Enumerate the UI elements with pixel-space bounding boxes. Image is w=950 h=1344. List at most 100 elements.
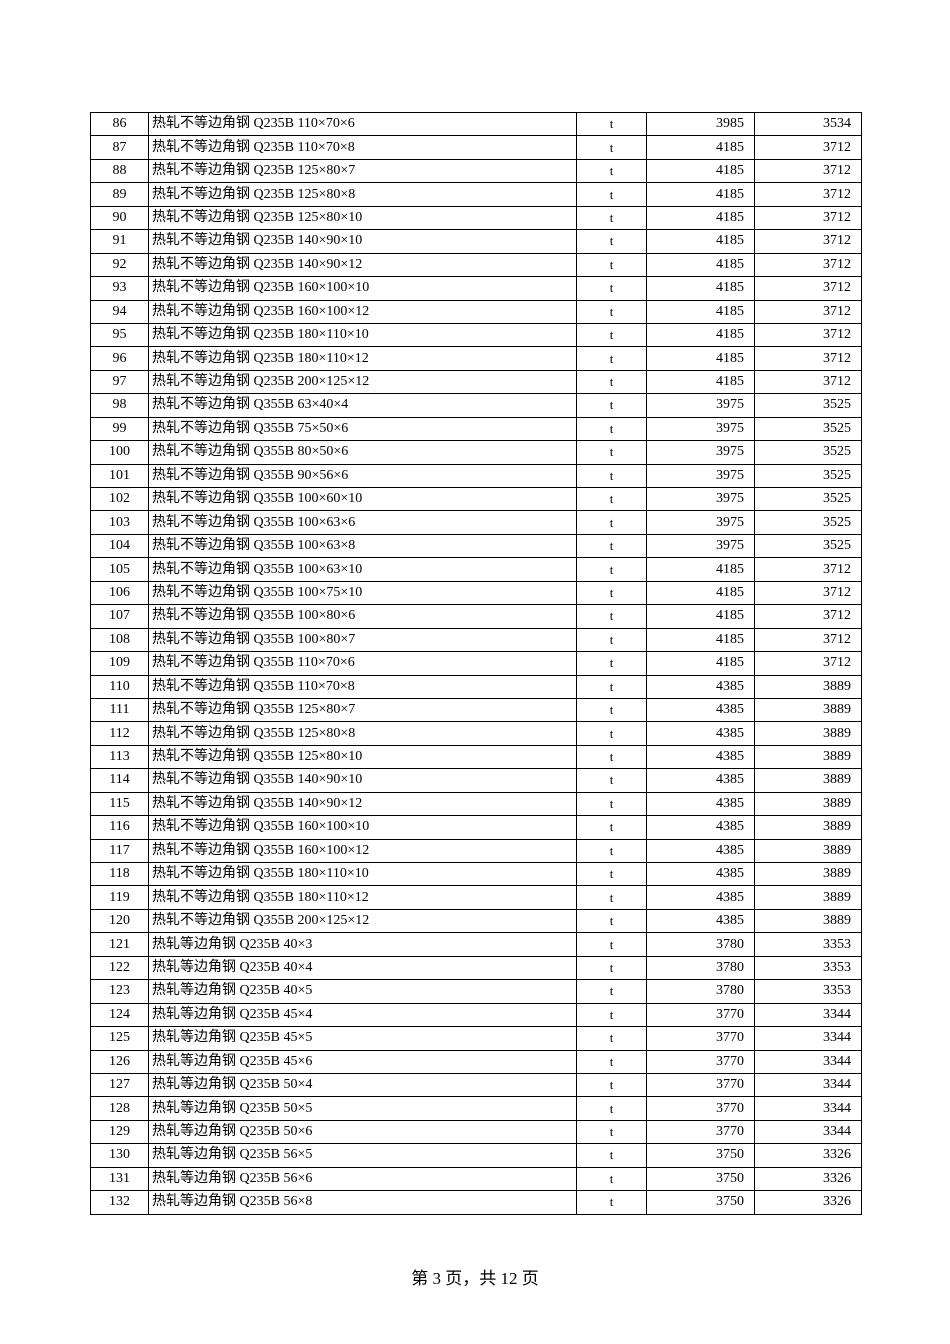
unit-cell: t — [576, 1026, 647, 1051]
unit-cell: t — [576, 416, 647, 442]
unit-cell: t — [576, 533, 647, 559]
table-row: 94 热轧不等边角钢 Q235B 160×100×12 t 4185 3712 — [90, 299, 862, 324]
price-2-cell: 3889 — [754, 838, 862, 864]
price-2-cell: 3344 — [754, 1002, 862, 1028]
table-row: 125 热轧等边角钢 Q235B 45×5 t 3770 3344 — [90, 1026, 862, 1051]
price-1-cell: 3975 — [646, 416, 755, 442]
item-name-cell: 热轧不等边角钢 Q235B 140×90×12 — [148, 252, 577, 278]
item-name-cell: 热轧等边角钢 Q235B 50×6 — [148, 1119, 577, 1145]
row-number-cell: 87 — [90, 135, 149, 160]
price-2-cell: 3712 — [754, 158, 862, 184]
price-1-cell: 3975 — [646, 440, 755, 465]
unit-cell: t — [576, 1119, 647, 1145]
price-2-cell: 3525 — [754, 416, 862, 442]
item-name-cell: 热轧不等边角钢 Q355B 180×110×10 — [148, 861, 577, 887]
item-name-cell: 热轧不等边角钢 Q235B 110×70×6 — [148, 111, 577, 137]
price-table-body: 86 热轧不等边角钢 Q235B 110×70×6 t 3985 3534 87 热轧不等边… — [90, 111, 862, 1215]
row-number-cell: 95 — [90, 322, 149, 348]
table-row: 131 热轧等边角钢 Q235B 56×6 t 3750 3326 — [90, 1166, 862, 1192]
price-2-cell: 3712 — [754, 182, 862, 207]
item-name-cell: 热轧不等边角钢 Q235B 160×100×12 — [148, 299, 577, 324]
table-row: 97 热轧不等边角钢 Q235B 200×125×12 t 4185 3712 — [90, 369, 862, 395]
row-number-cell: 88 — [90, 158, 149, 184]
unit-cell: t — [576, 299, 647, 324]
item-name-cell: 热轧等边角钢 Q235B 45×4 — [148, 1002, 577, 1028]
price-2-cell: 3525 — [754, 440, 862, 465]
row-number-cell: 106 — [90, 580, 149, 606]
price-2-cell: 3326 — [754, 1166, 862, 1192]
price-1-cell: 4185 — [646, 182, 755, 207]
price-2-cell: 3889 — [754, 815, 862, 840]
table-row: 128 热轧等边角钢 Q235B 50×5 t 3770 3344 — [90, 1096, 862, 1121]
price-1-cell: 3750 — [646, 1166, 755, 1192]
table-row: 99 热轧不等边角钢 Q355B 75×50×6 t 3975 3525 — [90, 416, 862, 442]
price-1-cell: 4185 — [646, 252, 755, 278]
price-1-cell: 3985 — [646, 111, 755, 137]
unit-cell: t — [576, 158, 647, 184]
price-1-cell: 4185 — [646, 205, 755, 231]
item-name-cell: 热轧不等边角钢 Q355B 75×50×6 — [148, 416, 577, 442]
price-1-cell: 3770 — [646, 1072, 755, 1098]
row-number-cell: 105 — [90, 557, 149, 582]
price-1-cell: 4385 — [646, 908, 755, 934]
unit-cell: t — [576, 486, 647, 512]
unit-cell: t — [576, 182, 647, 207]
row-number-cell: 127 — [90, 1072, 149, 1098]
price-2-cell: 3889 — [754, 744, 862, 770]
row-number-cell: 110 — [90, 674, 149, 699]
price-1-cell: 3770 — [646, 1002, 755, 1028]
row-number-cell: 98 — [90, 393, 149, 418]
price-1-cell: 3780 — [646, 955, 755, 981]
unit-cell: t — [576, 1143, 647, 1168]
price-2-cell: 3712 — [754, 205, 862, 231]
item-name-cell: 热轧不等边角钢 Q355B 100×75×10 — [148, 580, 577, 606]
table-row: 102 热轧不等边角钢 Q355B 100×60×10 t 3975 3525 — [90, 486, 862, 512]
price-1-cell: 4385 — [646, 815, 755, 840]
price-1-cell: 4185 — [646, 557, 755, 582]
price-1-cell: 4185 — [646, 229, 755, 254]
row-number-cell: 94 — [90, 299, 149, 324]
row-number-cell: 126 — [90, 1049, 149, 1074]
table-row: 86 热轧不等边角钢 Q235B 110×70×6 t 3985 3534 — [90, 111, 862, 137]
row-number-cell: 108 — [90, 627, 149, 653]
item-name-cell: 热轧不等边角钢 Q355B 90×56×6 — [148, 463, 577, 489]
row-number-cell: 93 — [90, 276, 149, 301]
price-2-cell: 3712 — [754, 627, 862, 653]
unit-cell: t — [576, 580, 647, 606]
item-name-cell: 热轧不等边角钢 Q355B 100×80×6 — [148, 604, 577, 629]
row-number-cell: 103 — [90, 510, 149, 535]
unit-cell: t — [576, 815, 647, 840]
table-row: 126 热轧等边角钢 Q235B 45×6 t 3770 3344 — [90, 1049, 862, 1074]
unit-cell: t — [576, 721, 647, 746]
row-number-cell: 130 — [90, 1143, 149, 1168]
table-row: 108 热轧不等边角钢 Q355B 100×80×7 t 4185 3712 — [90, 627, 862, 653]
table-row: 89 热轧不等边角钢 Q235B 125×80×8 t 4185 3712 — [90, 182, 862, 207]
item-name-cell: 热轧不等边角钢 Q355B 63×40×4 — [148, 393, 577, 418]
unit-cell: t — [576, 463, 647, 489]
row-number-cell: 128 — [90, 1096, 149, 1121]
price-2-cell: 3344 — [754, 1049, 862, 1074]
unit-cell: t — [576, 111, 647, 137]
row-number-cell: 100 — [90, 440, 149, 465]
table-row: 93 热轧不等边角钢 Q235B 160×100×10 t 4185 3712 — [90, 276, 862, 301]
item-name-cell: 热轧不等边角钢 Q355B 160×100×12 — [148, 838, 577, 864]
price-1-cell: 4185 — [646, 158, 755, 184]
item-name-cell: 热轧不等边角钢 Q235B 200×125×12 — [148, 369, 577, 395]
price-1-cell: 4185 — [646, 604, 755, 629]
price-2-cell: 3344 — [754, 1119, 862, 1145]
price-2-cell: 3889 — [754, 791, 862, 817]
table-row: 115 热轧不等边角钢 Q355B 140×90×12 t 4385 3889 — [90, 791, 862, 817]
table-row: 111 热轧不等边角钢 Q355B 125×80×7 t 4385 3889 — [90, 697, 862, 723]
table-row: 119 热轧不等边角钢 Q355B 180×110×12 t 4385 3889 — [90, 885, 862, 910]
table-row: 100 热轧不等边角钢 Q355B 80×50×6 t 3975 3525 — [90, 440, 862, 465]
row-number-cell: 104 — [90, 533, 149, 559]
price-2-cell: 3712 — [754, 299, 862, 324]
table-row: 130 热轧等边角钢 Q235B 56×5 t 3750 3326 — [90, 1143, 862, 1168]
price-2-cell: 3712 — [754, 346, 862, 371]
unit-cell: t — [576, 791, 647, 817]
price-1-cell: 3975 — [646, 463, 755, 489]
row-number-cell: 131 — [90, 1166, 149, 1192]
unit-cell: t — [576, 885, 647, 910]
item-name-cell: 热轧不等边角钢 Q235B 140×90×10 — [148, 229, 577, 254]
table-row: 103 热轧不等边角钢 Q355B 100×63×6 t 3975 3525 — [90, 510, 862, 535]
